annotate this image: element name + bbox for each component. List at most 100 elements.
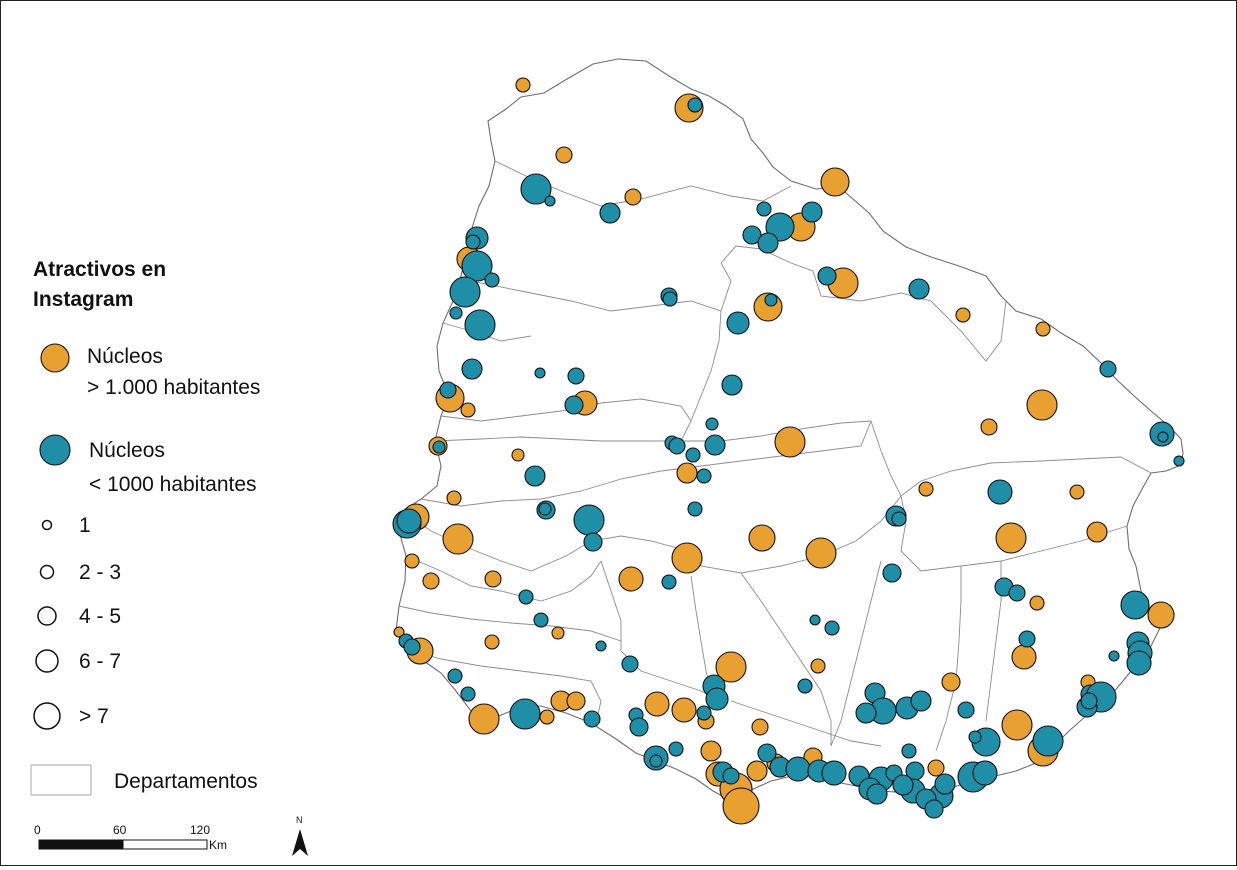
small-nucleus-point-0: [687, 97, 703, 113]
small-nucleus-point-89: [649, 754, 663, 768]
small-nucleus-point-33: [704, 434, 726, 456]
small-nucleus-point-58: [809, 614, 821, 626]
small-nucleus-point-110: [924, 799, 944, 819]
small-nucleus-point-8: [757, 232, 779, 254]
large-nucleus-point-58: [722, 787, 760, 825]
small-nucleus-point-71: [705, 687, 729, 711]
large-nucleus-point-35: [1147, 601, 1175, 629]
small-nucleus-point-113: [892, 774, 914, 796]
small-nucleus-point-24: [567, 367, 585, 385]
legend-size-label-1: 1: [79, 514, 91, 537]
large-nucleus-point-12: [460, 402, 476, 418]
legend-title-line1: Atractivos en: [33, 258, 166, 281]
large-nucleus-point-4: [820, 167, 850, 197]
large-nucleus-point-46: [539, 709, 555, 725]
small-nucleus-point-14: [817, 266, 837, 286]
small-nucleus-point-20: [764, 293, 778, 307]
small-nucleus-point-106: [968, 730, 982, 744]
small-nucleus-point-7: [742, 225, 762, 245]
scale-bar-segment-1: [39, 840, 123, 849]
legend-size-label-5: > 7: [79, 705, 109, 728]
small-nucleus-point-4: [756, 201, 772, 217]
small-nucleus-point-3: [599, 202, 621, 224]
small-nucleus-point-5: [801, 201, 823, 223]
large-nucleus-point-34: [1029, 595, 1045, 611]
large-nucleus-point-32: [484, 570, 502, 588]
large-nucleus-point-27: [805, 537, 837, 569]
large-nucleus-point-21: [1069, 484, 1085, 500]
small-nucleus-point-28: [564, 395, 584, 415]
legend-large-label-line1: Núcleos: [87, 345, 163, 368]
scale-bar: 0 60 120 Km: [34, 823, 227, 852]
small-nucleus-point-11: [461, 250, 493, 282]
small-nucleus-point-37: [524, 465, 546, 487]
legend-departments-symbol: [30, 764, 92, 796]
small-nucleus-point-75: [509, 698, 541, 730]
large-nucleus-point-20: [918, 481, 934, 497]
small-nucleus-point-53: [1008, 584, 1026, 602]
small-nucleus-point-46: [573, 504, 605, 536]
small-nucleus-point-23: [534, 367, 546, 379]
small-nucleus-point-35: [1157, 431, 1169, 443]
small-nucleus-point-56: [595, 640, 607, 652]
small-nucleus-point-12: [484, 272, 500, 288]
north-arrow-icon: N: [292, 815, 308, 856]
small-nucleus-point-47: [583, 532, 603, 552]
small-nucleus-point-40: [1173, 455, 1185, 467]
large-nucleus-point-61: [927, 759, 945, 777]
small-nucleus-point-1: [520, 173, 552, 205]
large-nucleus-point-45: [468, 703, 500, 735]
small-nucleus-point-111: [934, 773, 956, 795]
small-nucleus-point-39: [987, 479, 1013, 505]
legend-small-label-line1: Núcleos: [89, 439, 165, 462]
large-nucleus-point-40: [715, 651, 747, 683]
small-nucleus-point-10: [465, 234, 481, 250]
legend-size-symbol-2: [39, 564, 55, 580]
scale-tick-60: 60: [113, 823, 127, 837]
small-nucleus-point-50: [661, 574, 677, 590]
large-nucleus-point-9: [1035, 321, 1051, 337]
large-nucleus-point-24: [442, 523, 474, 555]
large-nucleus-point-50: [671, 697, 697, 723]
small-nucleus-point-51: [882, 563, 902, 583]
large-nucleus-point-48: [566, 691, 586, 711]
legend-size-symbol-3: [37, 606, 57, 626]
large-nucleus-point-29: [1086, 521, 1108, 543]
large-nucleus-point-49: [644, 691, 670, 717]
small-nucleus-point-36: [432, 440, 446, 454]
large-nucleus-point-30: [404, 553, 420, 569]
large-nucleus-point-16: [980, 418, 998, 436]
small-nucleus-point-84: [910, 690, 932, 712]
large-nucleus-point-41: [810, 658, 826, 674]
large-nucleus-point-19: [676, 462, 698, 484]
small-nucleus-point-54: [518, 589, 534, 605]
small-nucleus-point-27: [439, 381, 457, 399]
small-nucleus-point-55: [533, 612, 549, 628]
small-nucleus-point-66: [1126, 650, 1152, 676]
legend-size-symbol-1: [41, 519, 53, 531]
large-nucleus-point-3: [624, 188, 642, 206]
small-nucleus-point-13: [449, 276, 481, 308]
large-nucleus-point-57: [746, 760, 768, 782]
large-nucleus-point-8: [955, 307, 971, 323]
small-nucleus-point-31: [668, 437, 686, 455]
large-nucleus-point-2: [555, 146, 573, 164]
large-nucleus-point-15: [1026, 389, 1058, 421]
legend-size-label-3: 4 - 5: [79, 605, 121, 628]
legend-large-nucleus-symbol: [40, 343, 70, 373]
north-label: N: [296, 815, 303, 825]
small-nucleus-point-61: [403, 638, 421, 656]
small-nucleus-point-63: [1018, 630, 1036, 648]
small-nucleus-point-29: [705, 417, 719, 431]
scale-unit: Km: [209, 838, 227, 852]
small-nucleus-point-2: [544, 195, 556, 207]
small-nucleus-point-22: [461, 358, 483, 380]
small-nucleus-point-16: [464, 309, 496, 341]
small-nucleus-point-78: [629, 717, 649, 737]
small-nucleus-point-59: [824, 620, 840, 636]
large-nucleus-point-43: [1011, 644, 1037, 670]
legend-size-symbol-5: [33, 702, 61, 730]
legend-small-nucleus-symbol: [39, 434, 71, 466]
large-nucleus-point-25: [748, 524, 776, 552]
